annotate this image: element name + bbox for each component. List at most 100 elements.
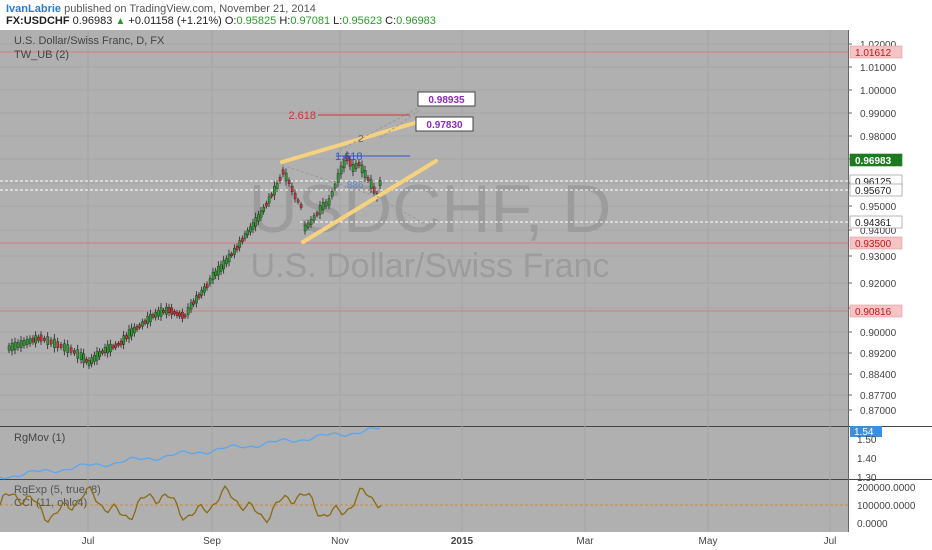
candle-body (238, 240, 242, 248)
symbol-label: FX:USDCHF (6, 15, 70, 27)
candle-body (312, 215, 316, 221)
author-link[interactable]: IvanLabrie (6, 3, 62, 15)
candle-body (357, 162, 361, 166)
candle-body (114, 343, 118, 348)
candle-body (141, 321, 144, 327)
candle-body (192, 300, 196, 305)
candle-body (53, 338, 56, 348)
fib-extension[interactable]: 2.618 2 1.618 .886 (288, 110, 410, 191)
candle-body (183, 314, 187, 318)
candle-body (351, 164, 355, 172)
candle-body (275, 183, 279, 189)
rgmov-panel[interactable] (0, 427, 848, 479)
candle-body (146, 315, 150, 325)
candle-body (293, 192, 297, 200)
price-tick-label: 0.99000 (860, 109, 897, 120)
up-arrow-icon: ▲ (115, 16, 126, 27)
price-axis-area[interactable] (848, 30, 932, 532)
candle-body (342, 159, 346, 169)
candle-body (230, 253, 234, 256)
candle-body (151, 314, 155, 318)
rising-wedge-drawing[interactable] (280, 107, 438, 244)
price-tick-label: 0.98000 (860, 132, 897, 143)
candle-body (125, 334, 128, 340)
candle-body (19, 340, 23, 348)
candle-body (186, 307, 190, 315)
candle-body (249, 226, 252, 233)
wedge-upper-line[interactable] (280, 120, 420, 164)
time-label-jul: Jul (82, 536, 95, 547)
projection-line (379, 109, 421, 139)
level-label-box (849, 304, 903, 318)
candle-body (76, 349, 80, 359)
candle-body (303, 224, 307, 232)
rgmov-value: 1.54 (854, 427, 874, 438)
candle-body (333, 183, 337, 189)
chart-title: U.S. Dollar/Swiss Franc, D, FX (14, 35, 165, 47)
time-axis-area[interactable] (0, 532, 932, 550)
projection-line (281, 164, 379, 198)
candle-body (111, 345, 115, 349)
ohlc-line: FX:USDCHF 0.96983 ▲ +0.01158 (+1.21%) O:… (6, 15, 436, 27)
open-label: O: (224, 15, 237, 27)
indicator-label: TW_UB (2) (14, 49, 69, 61)
candle-body (173, 311, 176, 315)
candle-body (28, 338, 32, 344)
time-axis-labels: Jul Sep Nov 2015 Mar May Jul (82, 536, 837, 547)
candle-body (46, 336, 50, 345)
candle-body (167, 307, 171, 313)
price-callout[interactable]: 0.98935 (417, 91, 476, 107)
candle-body (251, 222, 255, 230)
candle-body (348, 159, 352, 167)
projection-line (377, 196, 431, 228)
candle-body (195, 295, 198, 304)
price-tick-label: 0.88400 (860, 370, 897, 381)
candle-body (95, 351, 99, 361)
watermark-symbol: USDCHF, D (249, 171, 612, 247)
candle-body (154, 311, 158, 318)
candle-body (259, 210, 263, 218)
candle-body (165, 306, 168, 315)
candle-body (101, 350, 104, 354)
fib-label-1618: 1.618 (335, 151, 363, 163)
candle-body (233, 247, 236, 255)
watermark-name: U.S. Dollar/Swiss Franc (251, 247, 610, 285)
price-tick-label: 0.93000 (860, 252, 897, 263)
last-price: 0.96983 (72, 15, 113, 27)
candle-body (243, 233, 247, 239)
candle-body (66, 344, 70, 353)
candle-body (127, 329, 131, 339)
candle-body (217, 266, 220, 276)
rgexp-axis-top: 200000.0000 (857, 483, 916, 494)
candle-body (149, 313, 152, 323)
publish-line: IvanLabrie published on TradingView.com,… (6, 3, 316, 15)
price-tick-label: 0.90000 (860, 328, 897, 339)
candle-body (189, 302, 193, 310)
open-value: 0.95825 (236, 15, 277, 27)
price-tick-label: 0.87700 (860, 391, 897, 402)
candle-body (254, 217, 258, 227)
candle-body (117, 343, 120, 346)
candle-body (31, 337, 35, 343)
time-label-2015: 2015 (451, 536, 474, 547)
rgexp-axis-mid: 100000.0000 (857, 501, 916, 512)
wedge-lower-line[interactable] (301, 159, 438, 244)
time-label-sep: Sep (203, 536, 221, 547)
price-callout[interactable]: 0.97830 (415, 116, 474, 132)
candle-body (363, 170, 367, 178)
candle-body (270, 194, 274, 197)
rgexp-line[interactable] (0, 485, 382, 524)
candle-body (133, 326, 136, 334)
rgmov-line[interactable] (0, 427, 381, 480)
candle-body (197, 294, 201, 298)
candle-body (79, 352, 83, 360)
rgexp-panel[interactable] (0, 480, 848, 532)
candle-body (290, 185, 294, 193)
rgmov-axis-150: 1.50 (857, 435, 877, 446)
candle-body (284, 172, 288, 182)
candle-body (225, 258, 228, 265)
candle-body (278, 176, 282, 182)
level-label-text: 0.93500 (855, 239, 892, 250)
candlestick-series[interactable] (7, 151, 382, 369)
